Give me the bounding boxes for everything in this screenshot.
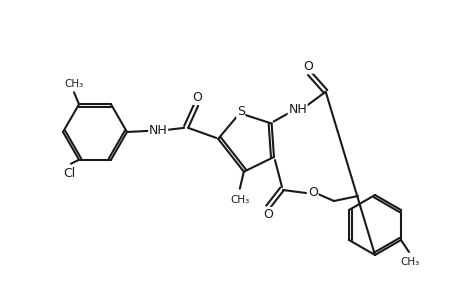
Text: CH₃: CH₃ (230, 195, 249, 205)
Text: S: S (236, 105, 244, 118)
Text: O: O (308, 185, 317, 199)
Text: CH₃: CH₃ (399, 257, 419, 267)
Text: O: O (192, 92, 202, 104)
Text: CH₃: CH₃ (64, 79, 84, 89)
Text: O: O (303, 60, 313, 73)
Text: O: O (263, 208, 272, 220)
Text: NH: NH (288, 103, 306, 116)
Text: Cl: Cl (63, 167, 75, 180)
Text: NH: NH (148, 124, 167, 137)
